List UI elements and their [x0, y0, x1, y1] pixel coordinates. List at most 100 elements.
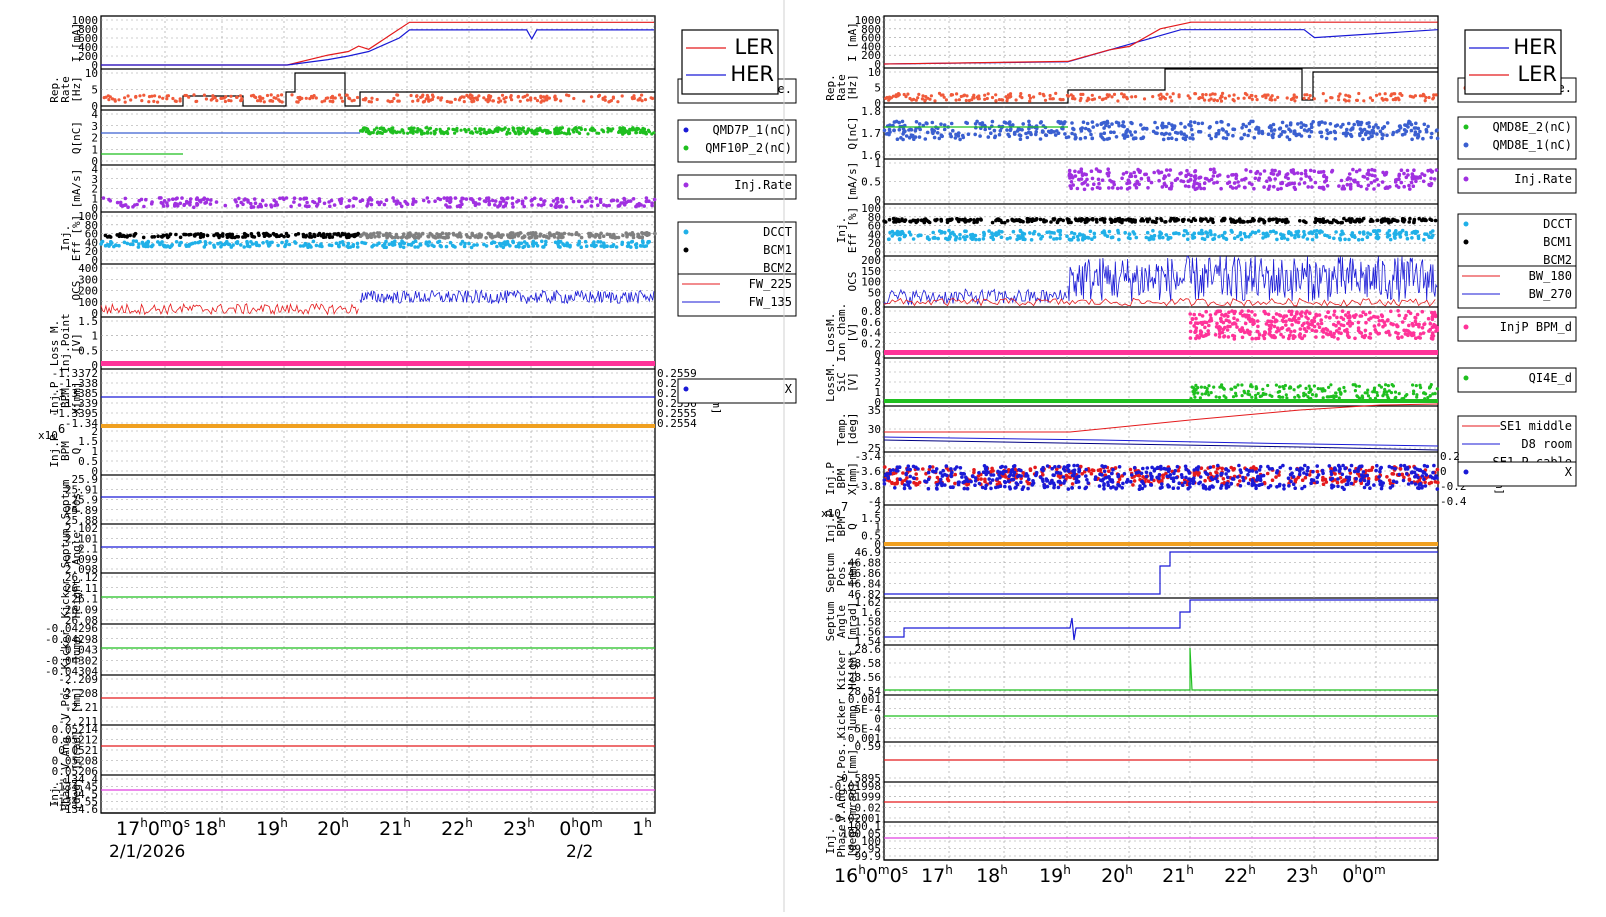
data-point	[536, 129, 539, 132]
data-point	[323, 99, 326, 102]
data-point	[150, 95, 153, 98]
data-point	[903, 234, 907, 238]
data-point	[544, 240, 548, 244]
data-point	[1300, 172, 1304, 176]
data-point	[1314, 329, 1318, 333]
data-point	[1081, 238, 1085, 242]
data-point	[353, 99, 356, 102]
data-point	[1326, 184, 1330, 188]
data-point	[1208, 125, 1212, 129]
data-point	[1122, 120, 1126, 124]
data-point	[523, 240, 527, 244]
data-point	[1321, 390, 1324, 393]
data-point	[954, 133, 958, 137]
data-point	[1097, 169, 1101, 173]
data-point	[950, 94, 953, 97]
x-tick-sec-unit: s	[184, 816, 190, 830]
data-point	[1140, 177, 1144, 181]
data-point	[1272, 123, 1276, 127]
data-point	[1186, 238, 1190, 242]
data-point	[580, 236, 584, 240]
data-point	[1146, 186, 1150, 190]
data-point	[1213, 233, 1217, 237]
data-point	[604, 96, 607, 99]
data-point	[1165, 93, 1168, 96]
data-point	[1324, 315, 1328, 319]
data-point	[269, 241, 273, 245]
data-point	[991, 221, 995, 225]
legend-label: FW_225	[749, 277, 792, 291]
data-point	[1084, 219, 1088, 223]
data-point	[1033, 466, 1037, 470]
data-point	[1107, 125, 1111, 129]
data-point	[312, 233, 316, 237]
data-point	[1278, 385, 1281, 388]
data-point	[1150, 181, 1154, 185]
data-point	[620, 243, 624, 247]
data-point	[183, 203, 187, 207]
data-point	[1339, 316, 1343, 320]
data-point	[166, 94, 169, 97]
data-point	[1309, 169, 1313, 173]
data-point	[518, 127, 521, 130]
data-point	[590, 204, 594, 208]
data-point	[1251, 98, 1254, 101]
data-point	[1034, 130, 1038, 134]
data-point	[1402, 329, 1406, 333]
data-point	[1402, 397, 1405, 400]
data-point	[1224, 97, 1227, 100]
data-point	[290, 93, 293, 96]
data-point	[542, 99, 545, 102]
data-point	[1067, 221, 1071, 225]
data-point	[1367, 131, 1371, 135]
data-point	[1035, 217, 1039, 221]
data-point	[478, 129, 481, 132]
data-point	[293, 196, 297, 200]
data-point	[987, 92, 990, 95]
data-point	[1083, 188, 1087, 192]
data-point	[126, 205, 130, 209]
data-point	[1209, 168, 1213, 172]
data-point	[977, 97, 980, 100]
data-point	[1134, 175, 1138, 179]
data-point	[410, 94, 413, 97]
data-point	[928, 221, 932, 225]
data-point	[1328, 395, 1331, 398]
data-point	[1226, 133, 1230, 137]
data-point	[117, 98, 120, 101]
data-point	[1347, 238, 1351, 242]
data-point	[388, 242, 392, 246]
x-tick-unit: h	[218, 816, 226, 830]
data-point	[1361, 138, 1365, 142]
data-point	[348, 199, 352, 203]
data-point	[428, 232, 432, 236]
data-point	[385, 198, 389, 202]
data-point	[293, 240, 297, 244]
data-point	[1058, 230, 1062, 234]
data-point	[892, 129, 896, 133]
data-point	[1151, 95, 1154, 98]
data-point	[263, 100, 266, 103]
data-point	[265, 232, 269, 236]
data-point	[1410, 236, 1414, 240]
data-point	[1203, 479, 1207, 483]
data-point	[947, 229, 951, 233]
data-point	[964, 230, 968, 234]
data-point	[1374, 397, 1377, 400]
data-point	[1258, 333, 1262, 337]
data-point	[1130, 122, 1134, 126]
data-point	[1384, 383, 1387, 386]
data-point	[1097, 178, 1101, 182]
data-point	[1369, 96, 1372, 99]
data-point	[616, 199, 620, 203]
data-point	[572, 200, 576, 204]
data-point	[471, 100, 474, 103]
data-point	[463, 100, 466, 103]
data-point	[1275, 384, 1278, 387]
data-point	[345, 234, 349, 238]
y-axis-label: Q	[846, 523, 859, 530]
data-point	[458, 205, 462, 209]
data-point	[1192, 236, 1196, 240]
data-point	[1262, 334, 1266, 338]
y-axis-label: [mm]	[846, 749, 859, 776]
